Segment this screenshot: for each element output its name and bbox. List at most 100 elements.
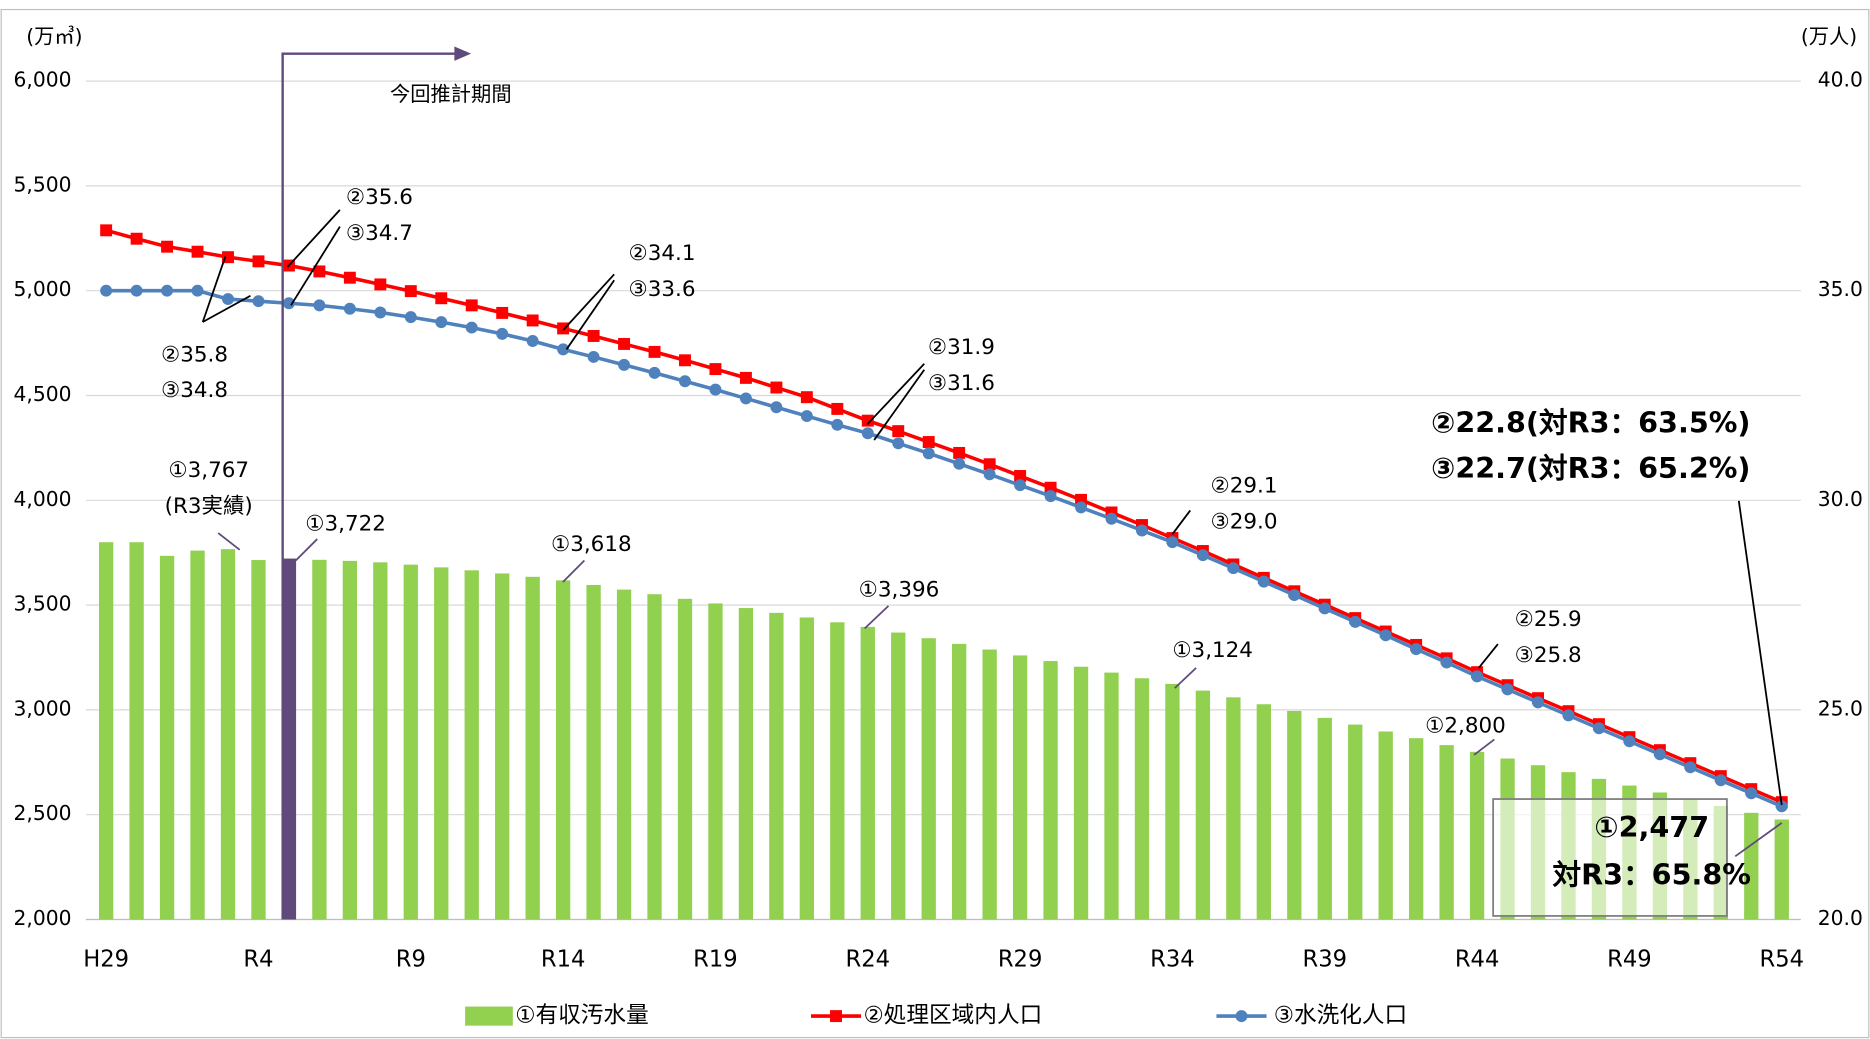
marker xyxy=(922,447,935,460)
bar xyxy=(495,573,510,920)
bar xyxy=(1104,672,1119,920)
marker xyxy=(831,402,844,415)
leader-line xyxy=(562,559,586,583)
marker xyxy=(861,427,874,440)
marker xyxy=(435,316,448,329)
marker xyxy=(648,366,661,379)
bar xyxy=(982,649,997,920)
marker xyxy=(922,436,935,448)
bar xyxy=(1043,661,1058,920)
leader-line xyxy=(202,294,251,323)
marker xyxy=(1653,748,1666,761)
bar xyxy=(555,580,571,920)
leader-line xyxy=(201,256,227,323)
marker xyxy=(618,337,631,350)
marker xyxy=(770,401,783,414)
bar xyxy=(708,603,723,920)
marker xyxy=(1136,524,1148,537)
marker xyxy=(313,265,326,278)
annotation: ①3,396 xyxy=(859,577,940,602)
leader-line xyxy=(866,363,925,426)
bar xyxy=(1134,678,1150,920)
annotation: (R3実績) xyxy=(165,494,253,519)
x-tick-label: R34 xyxy=(1150,947,1195,973)
bar xyxy=(860,626,875,920)
marker xyxy=(1044,490,1057,503)
leader-line xyxy=(1478,643,1499,669)
leader-line xyxy=(290,226,341,306)
bar xyxy=(1073,666,1089,920)
bar xyxy=(1317,717,1332,920)
bar xyxy=(1195,690,1211,920)
annotation: ②29.1 xyxy=(1210,474,1277,499)
x-tick-label: R24 xyxy=(846,947,891,973)
legend-label: ③水洗化人口 xyxy=(1274,1003,1408,1029)
marker xyxy=(1196,549,1209,562)
bar xyxy=(1165,683,1180,920)
legend-label: ②処理区域内人口 xyxy=(863,1003,1042,1029)
annotation: ①2,477 xyxy=(1594,810,1709,844)
marker xyxy=(1227,562,1240,575)
marker xyxy=(953,457,966,470)
bar xyxy=(403,564,418,920)
marker xyxy=(1349,615,1362,628)
marker xyxy=(831,418,844,431)
leader-line xyxy=(1473,738,1495,756)
y2-tick-label: 40.0 xyxy=(1818,68,1863,92)
marker xyxy=(679,375,691,388)
annotation: ②25.9 xyxy=(1515,607,1582,632)
bar xyxy=(251,560,266,920)
marker xyxy=(648,345,661,358)
marker xyxy=(1714,774,1727,787)
marker xyxy=(191,284,204,297)
y2-tick-label: 20.0 xyxy=(1818,906,1863,930)
x-tick-label: R14 xyxy=(541,947,586,973)
y-tick-label: 5,000 xyxy=(14,277,72,301)
bar xyxy=(1348,724,1363,920)
annotation: ②31.9 xyxy=(928,335,995,360)
annotation: ③25.8 xyxy=(1515,643,1582,668)
marker xyxy=(1075,493,1088,506)
marker xyxy=(343,302,356,315)
marker xyxy=(496,327,509,340)
marker xyxy=(130,284,143,297)
marker xyxy=(770,381,783,394)
marker xyxy=(1075,501,1088,514)
bar xyxy=(1744,812,1759,920)
marker xyxy=(557,322,570,335)
bar xyxy=(1226,697,1241,920)
annotation: ①2,800 xyxy=(1425,713,1506,738)
marker xyxy=(1318,602,1331,615)
legend-marker xyxy=(1235,1010,1248,1023)
marker xyxy=(404,311,417,324)
marker xyxy=(1257,575,1270,588)
annotation: ②35.8 xyxy=(161,342,228,367)
bar xyxy=(616,589,632,920)
marker xyxy=(892,425,905,438)
marker xyxy=(343,271,356,284)
annotation: ③33.6 xyxy=(629,277,696,302)
bar xyxy=(952,643,967,920)
legend-label: ①有収汚水量 xyxy=(515,1003,649,1029)
marker xyxy=(313,299,326,312)
marker xyxy=(983,468,996,481)
bar xyxy=(129,542,144,920)
marker xyxy=(252,255,265,268)
leader-line xyxy=(217,532,241,551)
bar xyxy=(98,542,114,920)
marker xyxy=(800,391,813,404)
y-tick-label: 2,000 xyxy=(14,906,72,930)
bar xyxy=(190,550,205,920)
marker xyxy=(679,354,691,367)
marker xyxy=(983,458,996,471)
bar xyxy=(525,576,540,920)
marker xyxy=(739,392,752,405)
marker xyxy=(191,245,204,258)
y-tick-label: 3,000 xyxy=(14,696,72,720)
y-tick-label: 3,500 xyxy=(14,592,72,616)
bar xyxy=(434,567,449,920)
marker xyxy=(161,240,174,253)
annotation: ①3,618 xyxy=(551,532,632,557)
x-tick-label: R9 xyxy=(396,947,426,973)
marker xyxy=(892,437,905,450)
